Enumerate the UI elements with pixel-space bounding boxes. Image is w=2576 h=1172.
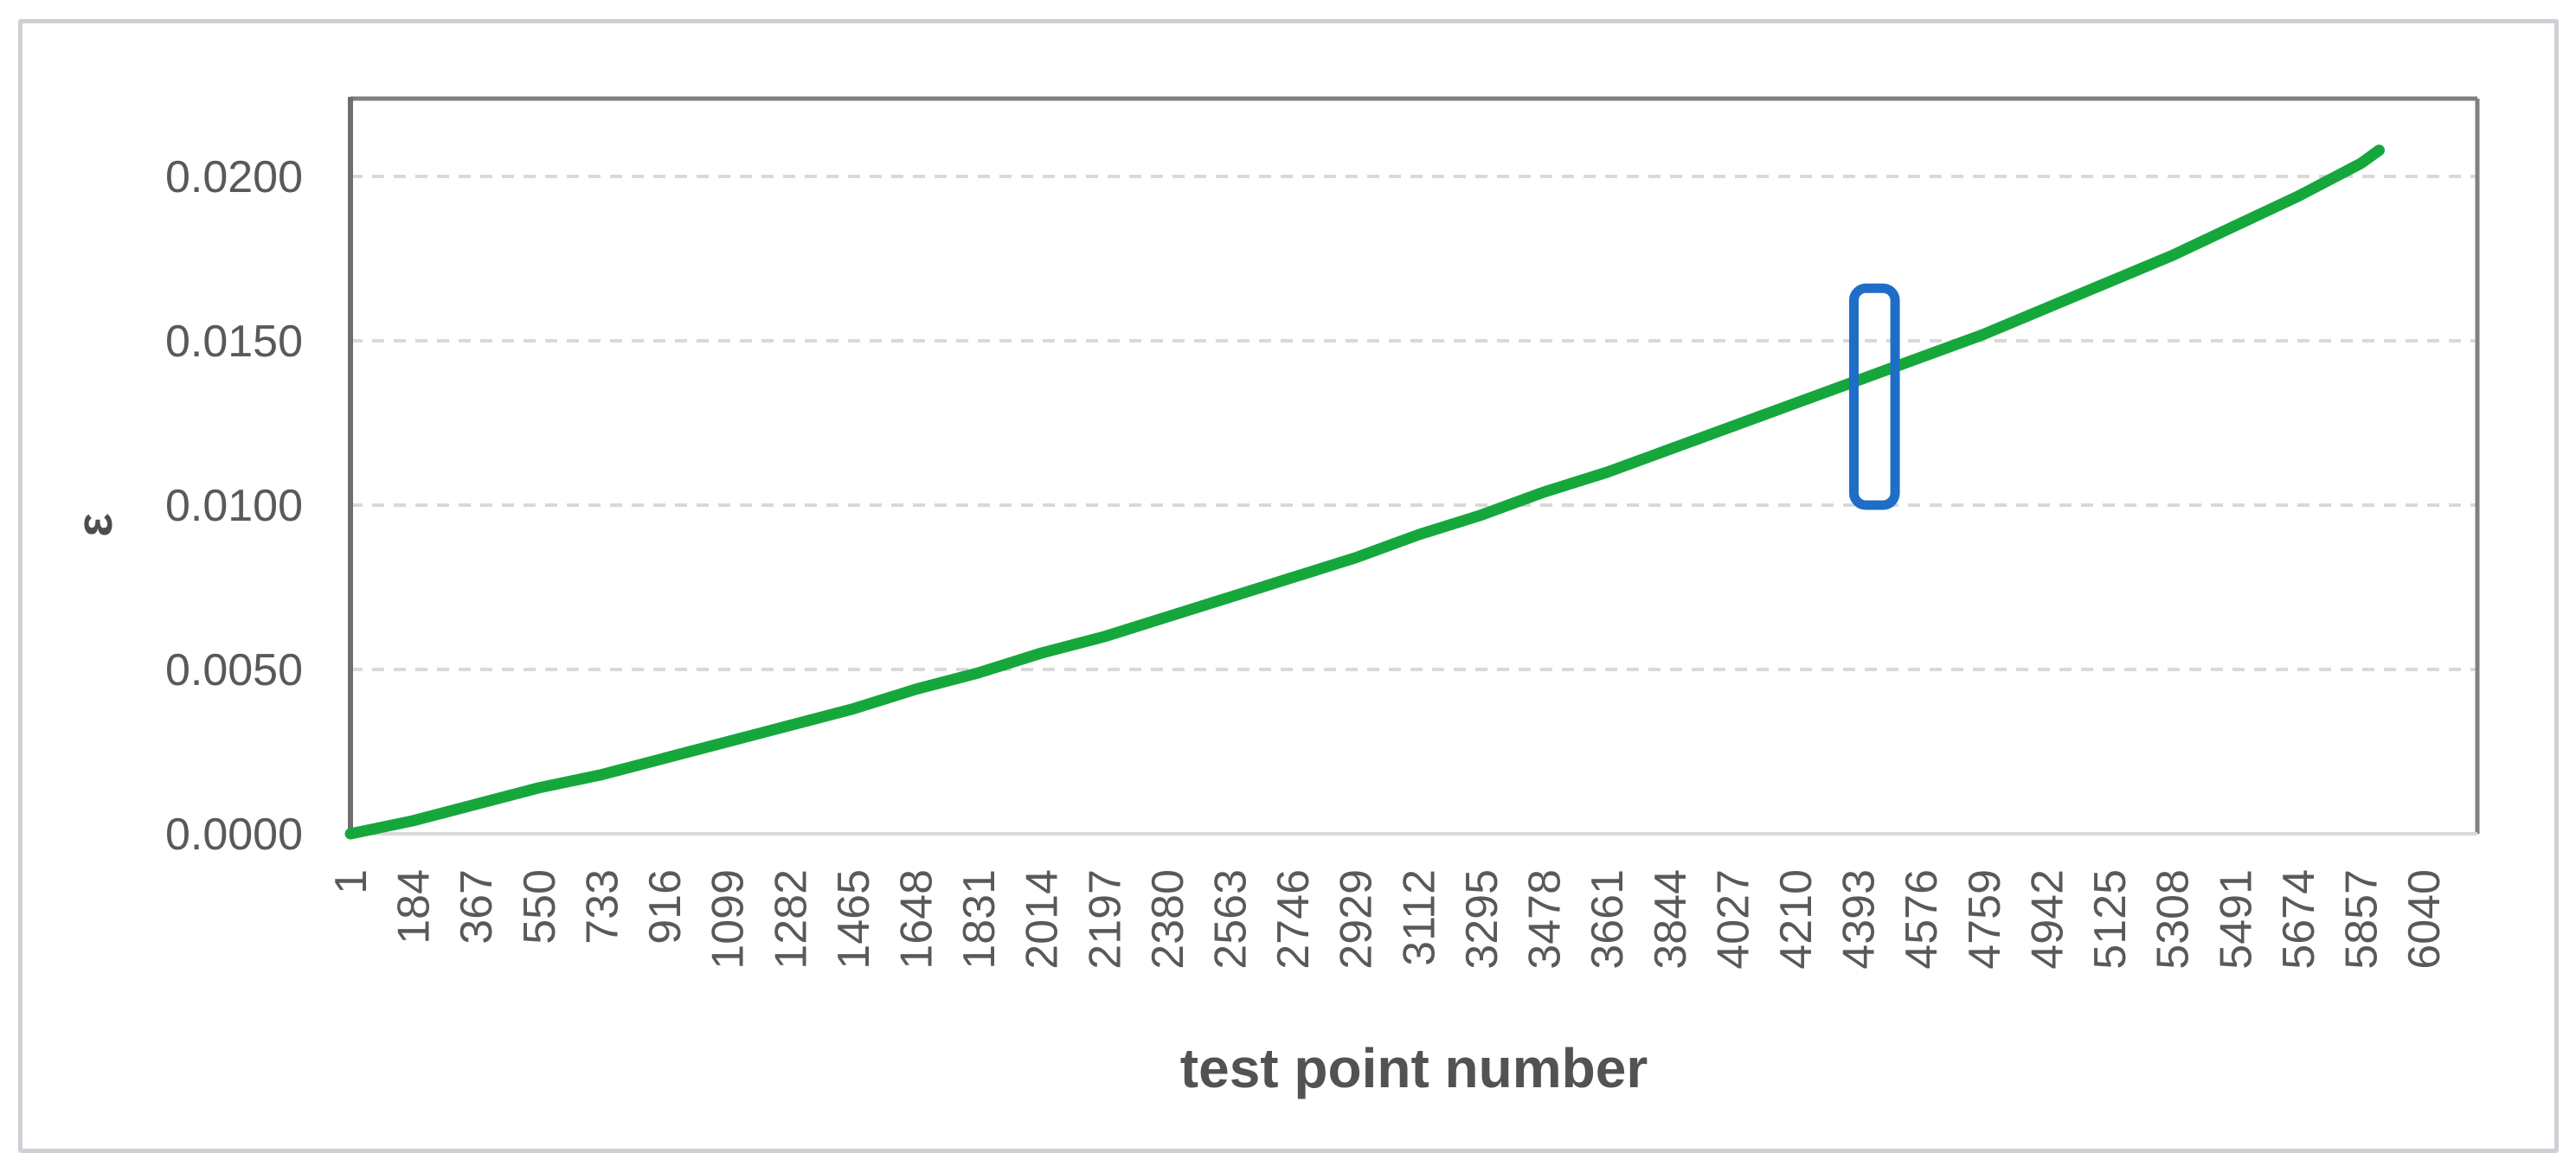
- y-tick-label: 0.0150: [165, 317, 303, 367]
- x-tick-label: 1099: [703, 869, 754, 970]
- x-tick-label: 4210: [1771, 869, 1821, 970]
- x-tick-label: 2380: [1143, 869, 1193, 970]
- x-tick-label: 5491: [2211, 869, 2261, 970]
- y-tick-label: 0.0050: [165, 645, 303, 695]
- figure-border: [18, 19, 2559, 1153]
- x-tick-label: 5857: [2336, 869, 2386, 970]
- x-tick-label: 5125: [2085, 869, 2136, 970]
- x-tick-label: 184: [389, 869, 440, 945]
- x-tick-label: 2746: [1269, 869, 1319, 970]
- x-tick-label: 550: [515, 869, 565, 945]
- x-axis-title: test point number: [1179, 1037, 1648, 1099]
- series-line-epsilon: [344, 144, 2385, 840]
- x-tick-label: 916: [640, 869, 691, 945]
- y-tick-label: 0.0000: [165, 810, 303, 860]
- x-tick-label: 1831: [954, 869, 1005, 970]
- x-tick-label: 3478: [1520, 869, 1571, 970]
- x-tick-label: 3661: [1583, 869, 1633, 970]
- x-tick-label: 2929: [1332, 869, 1382, 970]
- x-tick-label: 4759: [1960, 869, 2010, 970]
- x-tick-label: 3112: [1394, 869, 1444, 966]
- x-tick-label: 5308: [2149, 869, 2199, 970]
- annotation-box: [1848, 283, 1900, 510]
- x-tick-label: 3295: [1457, 869, 1507, 970]
- x-tick-label: 733: [577, 869, 627, 945]
- x-tick-label: 1282: [766, 869, 816, 970]
- x-tick-label: 4393: [1834, 869, 1885, 970]
- x-tick-label: 2014: [1018, 869, 1068, 970]
- x-tick-label: 1465: [829, 869, 879, 970]
- x-tick-label: 4027: [1708, 869, 1758, 970]
- x-tick-label: 2197: [1080, 869, 1130, 970]
- x-tick-label: 367: [452, 869, 502, 945]
- x-tick-label: 3844: [1646, 869, 1696, 970]
- x-tick-label: 6040: [2399, 869, 2450, 970]
- x-tick-label: 2563: [1206, 869, 1256, 970]
- x-tick-label: 1648: [891, 869, 941, 970]
- y-axis-title: ε: [67, 513, 123, 537]
- x-tick-label: 1: [326, 869, 376, 894]
- y-tick-label: 0.0200: [165, 152, 303, 202]
- y-tick-label: 0.0100: [165, 481, 303, 531]
- x-tick-label: 4576: [1897, 869, 1947, 970]
- x-tick-label: 4942: [2022, 869, 2072, 970]
- x-tick-label: 5674: [2274, 869, 2324, 970]
